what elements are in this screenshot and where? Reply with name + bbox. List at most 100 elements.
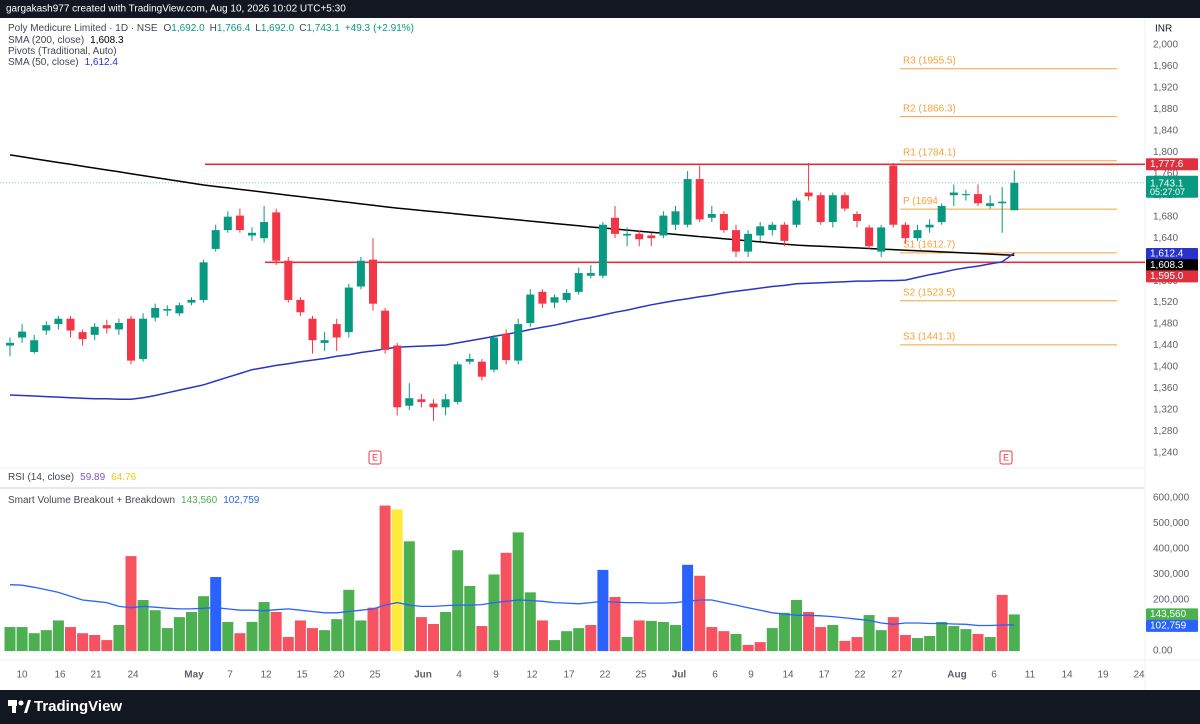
x-tick-label: 25: [369, 670, 381, 681]
legend-part: H: [210, 23, 217, 34]
legend-part: 102,759: [223, 495, 260, 506]
y-tick-label: 1,800: [1153, 147, 1178, 158]
volume-bar: [912, 638, 923, 652]
candle-body: [30, 340, 39, 353]
x-tick-label: 17: [818, 670, 830, 681]
volume-bar: [391, 509, 403, 652]
pivot-label: S3 (1441.3): [903, 332, 955, 343]
legend-part: +49.3: [345, 23, 371, 34]
pivots-legend: Pivots (Traditional, Auto): [8, 46, 117, 57]
volume-bar: [379, 505, 391, 652]
earnings-marker: [368, 450, 382, 465]
volume-bar: [198, 596, 210, 652]
volume-bar: [621, 637, 633, 652]
volume-bar: [125, 556, 137, 652]
candle-body: [756, 226, 765, 236]
candle-body: [320, 340, 329, 343]
volume-bar: [791, 600, 802, 652]
candle-body: [961, 194, 970, 196]
x-tick-label: 12: [260, 670, 272, 681]
volume-bar: [270, 612, 282, 652]
x-tick-label: 24: [1133, 670, 1145, 681]
legend-part: 143,560: [181, 495, 218, 506]
earnings-marker: [999, 450, 1013, 465]
y-tick-label: 1,760: [1153, 168, 1178, 179]
sma50-price-label-box: [1146, 247, 1198, 260]
candle-body: [235, 215, 244, 231]
volume-bar: [718, 631, 730, 652]
y-tick-label: 1,880: [1153, 104, 1178, 115]
x-tick-label: 15: [296, 670, 308, 681]
x-tick-label: 22: [854, 670, 866, 681]
volume-ma-last-label-box: [1146, 619, 1198, 632]
volume-bar: [476, 626, 488, 652]
volume-bar: [803, 612, 815, 652]
sma50-legend: SMA (50, close) 1,612.4: [8, 57, 118, 68]
y-tick-label: 2,000: [1153, 39, 1178, 50]
volume-tick-label: 600,000: [1153, 493, 1190, 504]
x-tick-label: 24: [127, 670, 139, 681]
candle-body: [840, 195, 849, 209]
candle-body: [199, 262, 208, 300]
volume-bar: [670, 625, 681, 652]
candle-body: [248, 232, 256, 236]
pivot-label: R2 (1866.3): [903, 103, 956, 114]
y-tick-label: 1,280: [1153, 426, 1178, 437]
volume-bar: [682, 564, 694, 652]
volume-last-label: 143,560: [1150, 609, 1187, 620]
x-tick-label: 9: [493, 670, 499, 681]
x-tick-label: 21: [90, 670, 102, 681]
rsi-legend: RSI (14, close) 59.89 64.76: [8, 472, 137, 483]
volume-bar: [948, 626, 960, 652]
volume-bar: [343, 589, 355, 652]
candle-body: [707, 214, 716, 218]
x-tick-label: 14: [782, 670, 794, 681]
level-price-label-box: [1146, 158, 1198, 171]
volume-last-label-box: [1146, 608, 1198, 621]
volume-tick-label: 0.00: [1153, 646, 1173, 657]
candle-body: [949, 192, 958, 196]
volume-bar: [101, 640, 113, 652]
candle-body: [127, 318, 135, 361]
x-tick-label: 6: [712, 670, 718, 681]
legend-part: O: [164, 23, 172, 34]
pivot-label: S1 (1612.7): [903, 239, 955, 250]
candle-body: [187, 299, 196, 303]
volume-bar: [52, 620, 64, 652]
volume-bar: [936, 621, 948, 652]
volume-tick-label: 400,000: [1153, 544, 1190, 555]
x-tick-label: 19: [1097, 670, 1109, 681]
top-bar: [0, 0, 1200, 18]
candle-body: [260, 222, 269, 239]
candle-body: [78, 332, 87, 340]
volume-bar: [730, 633, 742, 652]
volume-bar: [972, 633, 984, 652]
y-tick-label: 1,520: [1153, 297, 1178, 308]
volume-bar: [924, 636, 936, 652]
candle-body: [889, 165, 898, 225]
sma200-price-label-box: [1146, 259, 1198, 272]
candle-body: [816, 195, 825, 223]
legend-part: 1,743.1: [306, 23, 340, 34]
volume-bar: [137, 600, 149, 652]
volume-bar: [234, 633, 246, 652]
volume-bar: [742, 644, 754, 652]
currency: INR: [1155, 24, 1172, 35]
x-tick-label: 25: [635, 670, 647, 681]
y-tick-label: 1,480: [1153, 319, 1178, 330]
candle-body: [417, 399, 426, 402]
volume-bar: [536, 620, 548, 652]
candle-body: [490, 337, 498, 370]
legend-part: C: [299, 23, 306, 34]
y-tick-label: 1,360: [1153, 383, 1178, 394]
x-tick-label: 12: [526, 670, 538, 681]
legend-part: Pivots (Traditional, Auto): [8, 46, 117, 57]
candle-body: [42, 325, 51, 331]
volume-bar: [706, 627, 718, 652]
volume-bar: [186, 612, 197, 652]
candle-body: [901, 224, 910, 239]
candle-body: [526, 294, 535, 324]
last-price-box: [1146, 175, 1198, 198]
volume-bar: [984, 637, 996, 652]
